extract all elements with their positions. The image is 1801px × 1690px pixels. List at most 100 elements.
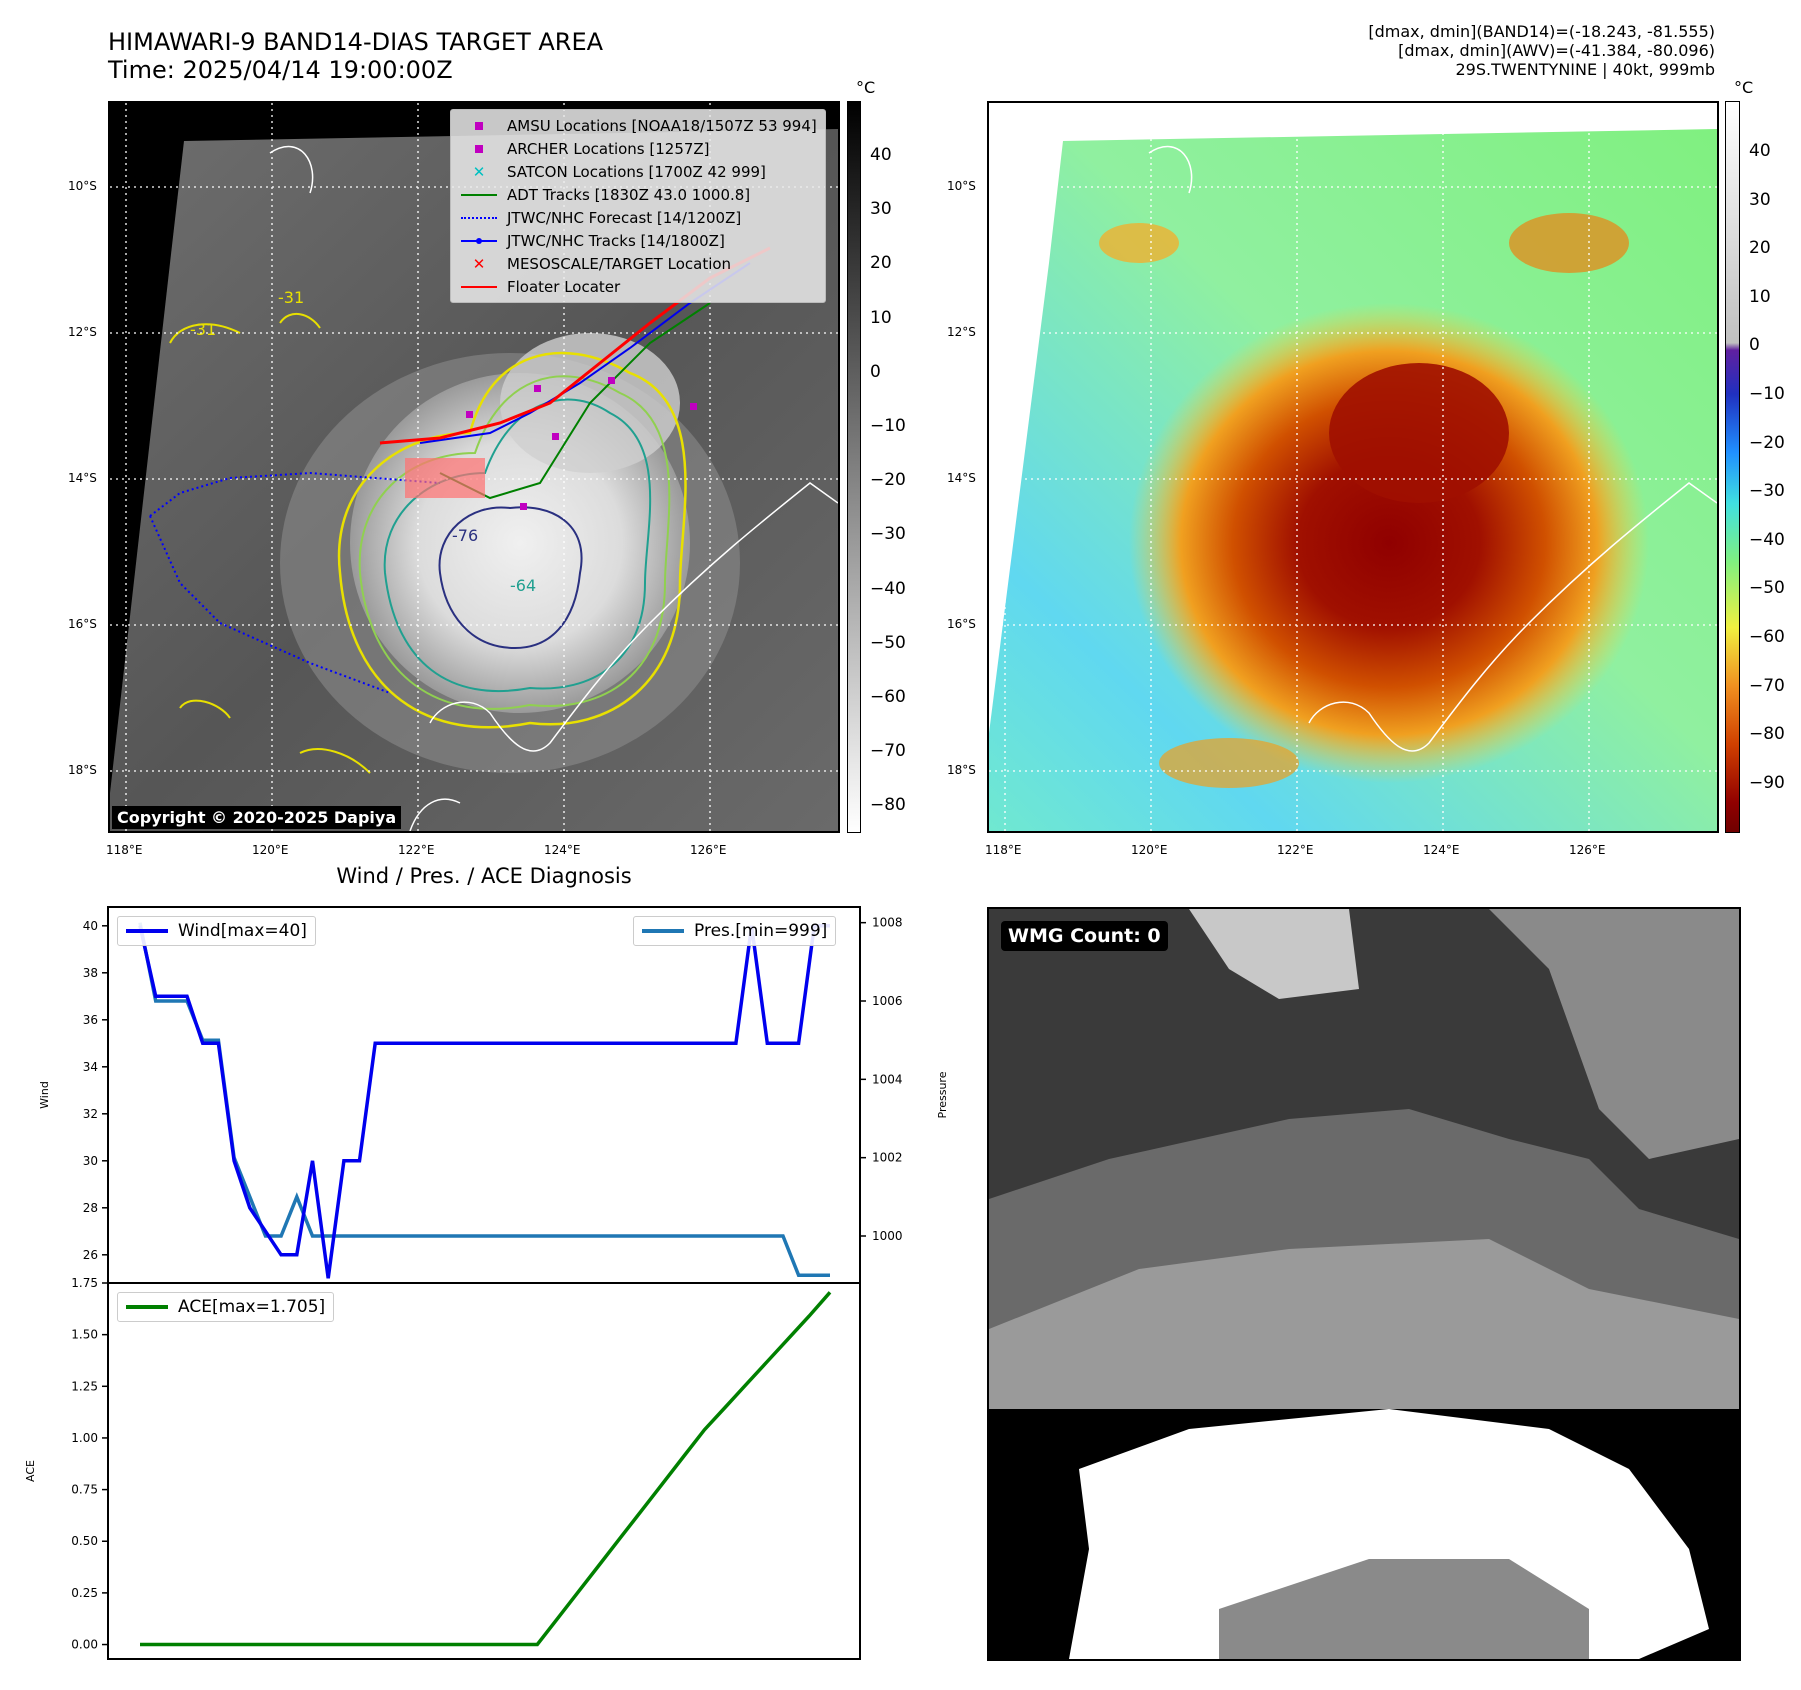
colorbar-gray	[847, 101, 861, 833]
coastline-south	[409, 798, 461, 831]
contour-label-1: -31	[278, 288, 304, 307]
pressure-legend: Pres.[min=999]	[633, 916, 837, 946]
wind-yticks: 26 28 30 32 34 36 38 40	[83, 919, 108, 1262]
square-marker-icon	[459, 144, 499, 153]
line-marker-icon	[459, 285, 499, 288]
forecast-track	[149, 471, 441, 517]
lon-label: 122°E	[1277, 843, 1314, 857]
ace-legend-line-icon	[126, 1305, 168, 1309]
wind-tick-label: 34	[83, 1060, 98, 1074]
lon-label: 118°E	[985, 843, 1022, 857]
color-map-panel	[987, 101, 1719, 833]
pressure-tick-label: 1000	[872, 1229, 903, 1243]
info-line-3: 29S.TWENTYNINE | 40kt, 999mb	[1455, 60, 1716, 79]
lat-label: 12°S	[68, 325, 97, 339]
pres-yticks: 1000 1002 1004 1006 1008	[860, 916, 903, 1243]
ace-tick-label: 1.75	[71, 1276, 98, 1290]
legend-row-adt: ADT Tracks [1830Z 43.0 1000.8]	[459, 183, 817, 206]
hot-core	[1129, 303, 1649, 783]
wmg-panel: WMG Count: 0	[987, 907, 1741, 1661]
legend-row-forecast: JTWC/NHC Forecast [14/1200Z]	[459, 206, 817, 229]
wmg-light-top	[1189, 909, 1359, 999]
colorbar-tick-label: −90	[1749, 772, 1785, 793]
ace-tick-label: 0.25	[71, 1586, 98, 1600]
ace-tick-label: 1.00	[71, 1431, 98, 1445]
wmg-count-label: WMG Count: 0	[1001, 921, 1168, 951]
colorbar-unit: °C	[1734, 78, 1754, 97]
copyright: Copyright © 2020-2025 Dapiya	[112, 806, 402, 829]
jtwc-track	[419, 262, 751, 444]
info-line-1: [dmax, dmin](BAND14)=(-18.243, -81.555)	[1368, 22, 1715, 41]
colorbar-unit: °C	[856, 78, 876, 97]
ace-tick-label: 1.50	[71, 1328, 98, 1342]
wind-series-line	[138, 924, 830, 1279]
lon-label: 118°E	[106, 843, 143, 857]
lat-label: 18°S	[68, 763, 97, 777]
info-line-2: [dmax, dmin](AWV)=(-41.384, -80.096)	[1398, 41, 1715, 60]
wind-tick-label: 32	[83, 1107, 98, 1121]
lon-label: 126°E	[1569, 843, 1606, 857]
x-marker-icon: ✕	[472, 162, 486, 181]
target-box	[405, 458, 485, 498]
diag-title: Wind / Pres. / ACE Diagnosis	[336, 864, 632, 888]
coastline	[1148, 145, 1717, 752]
wind-axis-label: Wind	[38, 1081, 51, 1109]
colorbar-tick-label: 30	[870, 199, 892, 220]
ace-tick-label: 0.00	[71, 1638, 98, 1652]
lat-label: 12°S	[947, 325, 976, 339]
forecast-track-south	[149, 515, 391, 694]
colorbar-tick-label: −30	[1749, 481, 1785, 502]
ace-axis-label: ACE	[24, 1460, 37, 1482]
hot-core-north	[1329, 363, 1509, 503]
ace-tick-label: 0.50	[71, 1534, 98, 1548]
line-dot-icon	[459, 237, 499, 245]
wind-tick-label: 26	[83, 1248, 98, 1262]
contour-label-3: -76	[452, 526, 478, 545]
colorbar-tick-label: 0	[870, 361, 881, 382]
contour-small-north	[169, 313, 321, 344]
lon-label: 120°E	[1131, 843, 1168, 857]
colorbar-tick-label: −50	[870, 632, 906, 653]
contour-label-2: -31	[190, 320, 216, 339]
colorbar-tick-label: 0	[1749, 335, 1760, 356]
legend-row-satcon: ✕ SATCON Locations [1700Z 42 999]	[459, 160, 817, 183]
chart-title: HIMAWARI-9 BAND14-DIAS TARGET AREA Time:…	[108, 28, 603, 84]
wind-tick-label: 36	[83, 1013, 98, 1027]
colorbar-tick-label: 30	[1749, 189, 1771, 210]
colorbar-tick-label: −40	[870, 578, 906, 599]
colorbar-tick-label: −50	[1749, 578, 1785, 599]
cloud-patch-1	[1099, 223, 1179, 263]
wmg-image	[989, 909, 1739, 1659]
pressure-tick-label: 1006	[872, 994, 903, 1008]
colorbar-tick-label: 20	[870, 253, 892, 274]
colorbar-tick-label: 40	[870, 145, 892, 165]
colorbar-tick-label: −30	[870, 524, 906, 545]
colorbar-tick-label: −10	[1749, 384, 1785, 404]
wind-legend-line-icon	[126, 929, 168, 933]
pressure-tick-label: 1004	[872, 1072, 903, 1086]
cloud-patch-3	[1159, 738, 1299, 788]
lat-label: 10°S	[68, 179, 97, 193]
ace-series-line	[140, 1291, 832, 1647]
line-marker-icon	[459, 193, 499, 196]
wind-tick-label: 40	[83, 919, 98, 933]
colorbar-tick-label: −40	[1749, 529, 1785, 550]
color-map	[989, 103, 1717, 831]
lon-label: 124°E	[1423, 843, 1460, 857]
wmg-gray-core	[1219, 1559, 1589, 1659]
legend-row-mesoscale: ✕ MESOSCALE/TARGET Location	[459, 252, 817, 275]
lat-label: 10°S	[947, 179, 976, 193]
storm-info: [dmax, dmin](BAND14)=(-18.243, -81.555) …	[1368, 22, 1715, 79]
wmg-gray-right	[1489, 909, 1739, 1159]
lat-label: 16°S	[68, 617, 97, 631]
colorbar-tick-label: −80	[1749, 724, 1785, 745]
ir-map-panel: -31 -31 -76 -64 AMSU Locations [NOAA18/1…	[108, 101, 840, 833]
colorbar-tick-label: 10	[870, 307, 892, 328]
contour-small-south	[179, 699, 371, 774]
ace-legend: ACE[max=1.705]	[117, 1292, 335, 1322]
ace-tick-label: 1.25	[71, 1379, 98, 1393]
colorbar-tick-label: −20	[1749, 432, 1785, 453]
colorbar-tick-label: −20	[870, 470, 906, 491]
square-marker-icon	[459, 121, 499, 130]
wind-tick-label: 38	[83, 966, 98, 980]
